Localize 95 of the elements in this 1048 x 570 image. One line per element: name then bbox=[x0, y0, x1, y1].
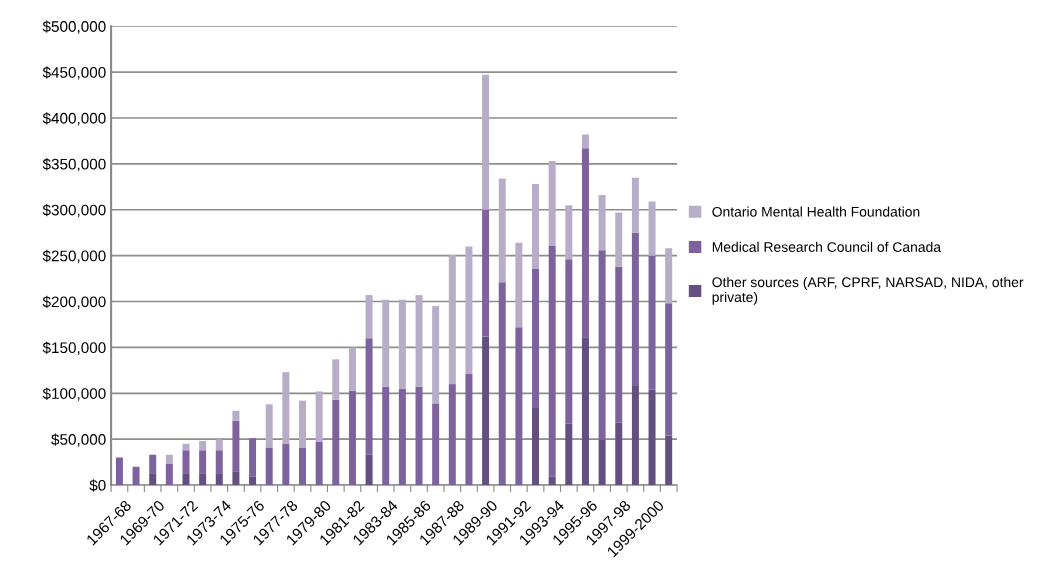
bar bbox=[398, 388, 406, 486]
bar bbox=[415, 295, 423, 387]
legend-label: Medical Research Council of Canada bbox=[712, 241, 942, 252]
bar bbox=[465, 246, 473, 375]
legend-label: Other sources (ARF, CPRF, NARSAD, NIDA, other private) bbox=[712, 276, 1024, 305]
y-tick-label: $450,000 bbox=[42, 66, 106, 80]
bar bbox=[548, 245, 556, 477]
bar bbox=[631, 177, 639, 233]
bar bbox=[232, 420, 240, 472]
bar bbox=[232, 410, 240, 421]
bar bbox=[199, 441, 207, 451]
bar bbox=[332, 359, 340, 400]
bar bbox=[615, 266, 623, 423]
bar bbox=[282, 372, 290, 444]
bar bbox=[615, 212, 623, 267]
bar bbox=[581, 134, 589, 149]
y-tick-label: $250,000 bbox=[42, 249, 106, 264]
bar bbox=[415, 386, 423, 486]
y-tick-label: $300,000 bbox=[42, 203, 106, 218]
bar bbox=[282, 443, 290, 486]
bar bbox=[648, 201, 656, 256]
bar bbox=[565, 423, 573, 486]
bar bbox=[165, 463, 173, 486]
bar bbox=[648, 389, 656, 486]
bar bbox=[398, 299, 406, 389]
y-tick-label: $150,000 bbox=[42, 341, 106, 355]
bar bbox=[448, 254, 456, 385]
bar bbox=[199, 473, 207, 486]
bar bbox=[432, 306, 440, 404]
bar bbox=[232, 471, 240, 486]
bar bbox=[182, 443, 190, 451]
bar bbox=[465, 374, 473, 486]
bar bbox=[515, 242, 523, 328]
bar bbox=[482, 209, 490, 337]
bar bbox=[215, 450, 223, 474]
bar bbox=[299, 447, 306, 486]
bar bbox=[598, 195, 606, 251]
bar bbox=[315, 391, 323, 442]
bar bbox=[548, 476, 556, 486]
bar bbox=[532, 184, 540, 269]
bar bbox=[665, 435, 673, 486]
y-tick-label: $500,000 bbox=[42, 20, 106, 34]
bar bbox=[631, 385, 639, 486]
bar bbox=[482, 336, 490, 486]
bar bbox=[532, 268, 540, 408]
bar bbox=[665, 248, 673, 304]
bar bbox=[199, 450, 207, 474]
bar bbox=[515, 327, 523, 486]
bar bbox=[265, 404, 273, 448]
bar bbox=[265, 447, 273, 486]
bar bbox=[581, 337, 589, 486]
bar bbox=[432, 403, 440, 486]
bar bbox=[249, 476, 257, 486]
bar bbox=[165, 454, 173, 464]
bar bbox=[182, 473, 190, 486]
bar bbox=[348, 390, 356, 486]
bar bbox=[299, 400, 306, 448]
bar bbox=[648, 255, 656, 390]
bar bbox=[365, 295, 373, 339]
bar bbox=[498, 178, 506, 283]
y-tick-label: $100,000 bbox=[42, 387, 106, 401]
bar bbox=[149, 473, 157, 486]
y-tick-label: $50,000 bbox=[51, 433, 106, 447]
bar bbox=[482, 74, 490, 210]
bar bbox=[665, 303, 673, 436]
bar bbox=[382, 299, 390, 387]
bar bbox=[365, 338, 373, 455]
bar bbox=[115, 457, 123, 486]
bar bbox=[182, 450, 190, 474]
bar bbox=[565, 205, 573, 260]
bar bbox=[565, 259, 573, 424]
y-tick-label: $200,000 bbox=[42, 295, 106, 310]
bar bbox=[615, 422, 623, 486]
bar bbox=[332, 399, 340, 486]
legend-label: Ontario Mental Health Foundation bbox=[712, 206, 920, 217]
bar bbox=[598, 250, 606, 441]
bar bbox=[315, 441, 323, 486]
bar bbox=[598, 440, 606, 486]
bar bbox=[149, 454, 157, 474]
y-tick-label: $350,000 bbox=[42, 158, 106, 172]
y-tick-label: $0 bbox=[89, 479, 106, 492]
bar bbox=[215, 439, 223, 451]
bar bbox=[448, 384, 456, 486]
bar bbox=[348, 347, 356, 391]
bar bbox=[249, 438, 257, 477]
bar bbox=[382, 386, 390, 486]
bar bbox=[631, 232, 639, 386]
bar bbox=[532, 407, 540, 486]
bar bbox=[581, 148, 589, 338]
bar bbox=[215, 473, 223, 486]
bar bbox=[498, 282, 506, 484]
bar bbox=[132, 466, 140, 486]
bar bbox=[365, 454, 373, 486]
y-tick-label: $400,000 bbox=[42, 112, 106, 126]
bar bbox=[548, 161, 556, 246]
